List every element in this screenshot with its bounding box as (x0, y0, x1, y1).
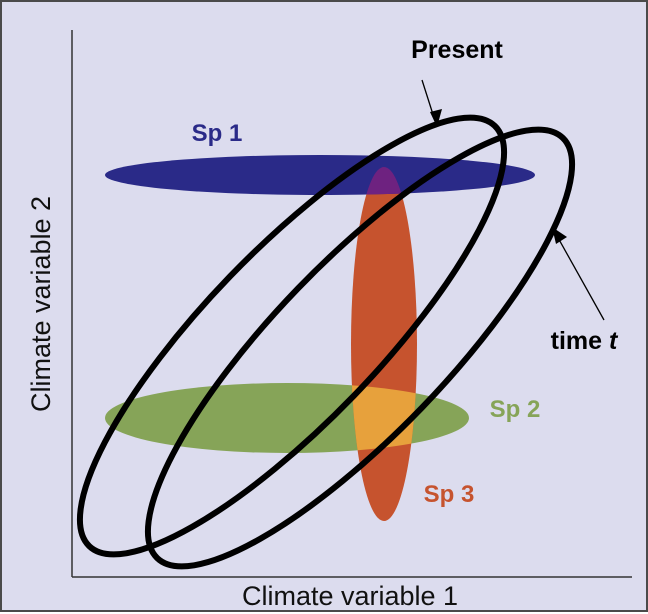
time-pointer-line (551, 226, 605, 321)
future-climate-envelope (144, 126, 576, 570)
sp1-niche (105, 155, 535, 195)
sp3-label: Sp 3 (424, 481, 475, 508)
present-label: Present (411, 36, 503, 64)
time-arrowhead (552, 227, 567, 244)
y-axis-label: Climate variable 2 (26, 196, 56, 412)
sp1-label: Sp 1 (192, 120, 243, 147)
present-arrowhead (430, 109, 442, 127)
time-label: time t (551, 327, 619, 355)
sp2-label: Sp 2 (490, 396, 541, 423)
sp2-sp3-overlap (351, 383, 417, 453)
present-climate-envelope (76, 114, 508, 558)
x-axis-label: Climate variable 1 (242, 581, 458, 611)
